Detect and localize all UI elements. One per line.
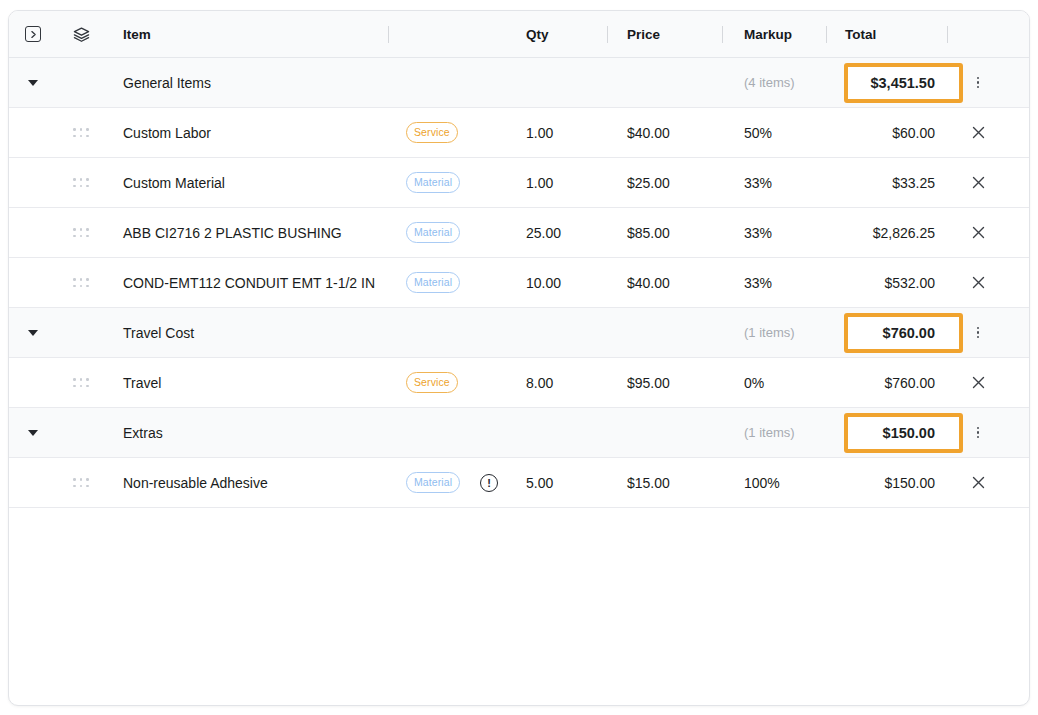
group-total-value: $150.00: [883, 425, 935, 441]
open-panel-icon[interactable]: [25, 26, 41, 42]
close-icon[interactable]: [971, 275, 986, 290]
alert-circle-icon: [480, 474, 498, 492]
item-qty[interactable]: 1.00: [526, 175, 553, 191]
item-markup[interactable]: 33%: [744, 175, 772, 191]
item-total: $150.00: [884, 475, 935, 491]
item-total: $760.00: [884, 375, 935, 391]
item-name: Travel: [123, 375, 161, 391]
group-name: Extras: [123, 425, 163, 441]
column-divider: [947, 26, 948, 43]
type-badge: Material: [406, 222, 460, 244]
header-group-cell: [57, 11, 105, 57]
column-header-markup[interactable]: Markup: [744, 27, 792, 42]
item-markup[interactable]: 100%: [744, 475, 780, 491]
table-header: Item Qty Price Markup Total: [9, 11, 1029, 58]
column-divider: [388, 26, 389, 43]
column-header-qty[interactable]: Qty: [526, 27, 549, 42]
item-qty[interactable]: 10.00: [526, 275, 561, 291]
kebab-menu-icon[interactable]: [971, 77, 985, 89]
item-price[interactable]: $85.00: [627, 225, 670, 241]
close-icon[interactable]: [971, 175, 986, 190]
type-badge: Material: [406, 472, 460, 494]
drag-handle-icon[interactable]: [73, 278, 89, 287]
close-icon[interactable]: [971, 225, 986, 240]
type-badge: Material: [406, 272, 460, 294]
close-icon[interactable]: [971, 125, 986, 140]
group-total-highlight: $760.00: [844, 313, 963, 353]
item-markup[interactable]: 33%: [744, 225, 772, 241]
item-markup[interactable]: 33%: [744, 275, 772, 291]
drag-handle-icon[interactable]: [73, 378, 89, 387]
group-total-highlight: $3,451.50: [844, 63, 963, 103]
group-name: General Items: [123, 75, 211, 91]
type-badge: Material: [406, 172, 460, 194]
item-name: Non-reusable Adhesive: [123, 475, 268, 491]
item-price[interactable]: $15.00: [627, 475, 670, 491]
item-price[interactable]: $95.00: [627, 375, 670, 391]
item-qty[interactable]: 5.00: [526, 475, 553, 491]
drag-handle-icon[interactable]: [73, 478, 89, 487]
item-qty[interactable]: 1.00: [526, 125, 553, 141]
item-total: $532.00: [884, 275, 935, 291]
group-item-count: (4 items): [744, 75, 795, 90]
item-name: Custom Material: [123, 175, 225, 191]
chevron-down-icon: [28, 80, 38, 86]
group-name: Travel Cost: [123, 325, 194, 341]
chevron-down-icon: [28, 430, 38, 436]
column-divider: [722, 26, 723, 43]
item-name: ABB CI2716 2 PLASTIC BUSHING: [123, 225, 342, 241]
group-item-count: (1 items): [744, 325, 795, 340]
kebab-menu-icon[interactable]: [971, 327, 985, 339]
header-toggle-cell: [9, 11, 57, 57]
close-icon[interactable]: [971, 375, 986, 390]
item-row: COND-EMT112 CONDUIT EMT 1-1/2 IN Materia…: [9, 258, 1029, 308]
item-row: Non-reusable Adhesive Material 5.00 $15.…: [9, 458, 1029, 508]
close-icon[interactable]: [971, 475, 986, 490]
collapse-group-button[interactable]: [28, 430, 38, 436]
column-header-item[interactable]: Item: [123, 27, 151, 42]
item-row: Travel Service 8.00 $95.00 0% $760.00: [9, 358, 1029, 408]
item-price[interactable]: $25.00: [627, 175, 670, 191]
drag-handle-icon[interactable]: [73, 128, 89, 137]
item-markup[interactable]: 0%: [744, 375, 764, 391]
item-total: $33.25: [892, 175, 935, 191]
group-total-value: $3,451.50: [870, 75, 935, 91]
item-price[interactable]: $40.00: [627, 125, 670, 141]
kebab-menu-icon[interactable]: [971, 427, 985, 439]
collapse-group-button[interactable]: [28, 330, 38, 336]
item-total: $2,826.25: [873, 225, 935, 241]
layers-icon[interactable]: [73, 26, 90, 43]
group-item-count: (1 items): [744, 425, 795, 440]
item-row: Custom Material Material 1.00 $25.00 33%…: [9, 158, 1029, 208]
column-header-total[interactable]: Total: [845, 27, 876, 42]
drag-handle-icon[interactable]: [73, 178, 89, 187]
item-qty[interactable]: 8.00: [526, 375, 553, 391]
item-row: ABB CI2716 2 PLASTIC BUSHING Material 25…: [9, 208, 1029, 258]
item-row: Custom Labor Service 1.00 $40.00 50% $60…: [9, 108, 1029, 158]
item-name: COND-EMT112 CONDUIT EMT 1-1/2 IN: [123, 275, 375, 291]
collapse-group-button[interactable]: [28, 80, 38, 86]
group-row: Travel Cost (1 items) $760.00: [9, 308, 1029, 358]
table-body: General Items (4 items) $3,451.50 Custom…: [9, 58, 1029, 508]
chevron-down-icon: [28, 330, 38, 336]
group-row: Extras (1 items) $150.00: [9, 408, 1029, 458]
drag-handle-icon[interactable]: [73, 228, 89, 237]
item-markup[interactable]: 50%: [744, 125, 772, 141]
group-row: General Items (4 items) $3,451.50: [9, 58, 1029, 108]
column-divider: [607, 26, 608, 43]
item-name: Custom Labor: [123, 125, 211, 141]
line-items-table: Item Qty Price Markup Total General Item…: [8, 10, 1030, 706]
group-total-value: $760.00: [883, 325, 935, 341]
column-divider: [826, 26, 827, 43]
item-total: $60.00: [892, 125, 935, 141]
type-badge: Service: [406, 372, 458, 394]
group-total-highlight: $150.00: [844, 413, 963, 453]
item-qty[interactable]: 25.00: [526, 225, 561, 241]
column-header-price[interactable]: Price: [627, 27, 660, 42]
item-price[interactable]: $40.00: [627, 275, 670, 291]
type-badge: Service: [406, 122, 458, 144]
